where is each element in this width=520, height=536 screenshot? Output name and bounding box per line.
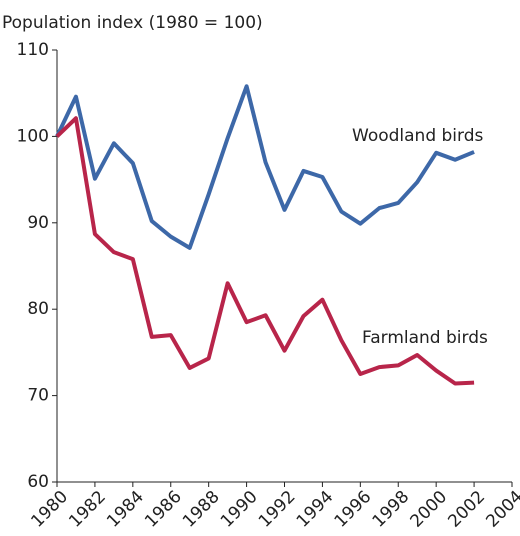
x-tick-label: 1984	[103, 487, 148, 532]
x-tick-label: 1998	[369, 487, 414, 532]
x-tick-label: 2004	[482, 487, 520, 532]
x-tick-label: 2002	[444, 487, 489, 532]
series-label: Woodland birds	[352, 126, 484, 146]
series-line	[55, 84, 475, 250]
chart-title: Population index (1980 = 100)	[2, 13, 263, 33]
y-tick-label: 70	[27, 386, 49, 406]
x-tick-label: 1990	[217, 487, 262, 532]
y-tick-label: 90	[27, 213, 49, 233]
x-tick-label: 1994	[293, 487, 338, 532]
series-label: Farmland birds	[362, 328, 488, 348]
y-tick-label: 110	[17, 40, 49, 60]
x-tick-label: 1996	[331, 487, 376, 532]
series-line	[55, 116, 475, 386]
x-tick-label: 1988	[179, 487, 224, 532]
x-tick-label: 2000	[407, 487, 452, 532]
y-tick-label: 80	[27, 299, 49, 319]
x-tick-label: 1992	[255, 487, 300, 532]
x-tick-label: 1982	[65, 487, 110, 532]
y-tick-label: 60	[27, 472, 49, 492]
x-tick-label: 1980	[27, 487, 72, 532]
y-tick-label: 100	[17, 126, 49, 146]
x-tick-label: 1986	[141, 487, 186, 532]
